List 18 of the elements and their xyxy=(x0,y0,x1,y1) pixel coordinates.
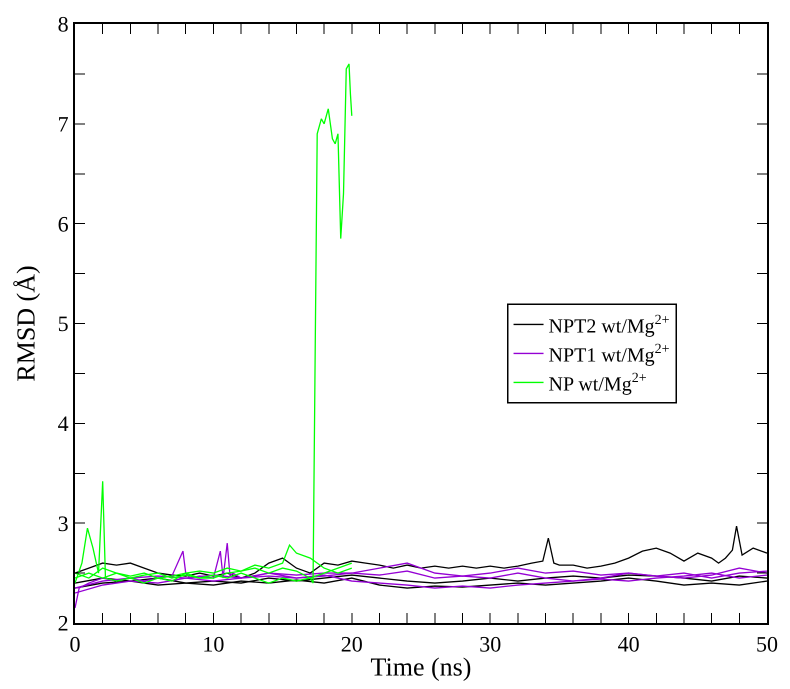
y-tick-label: 7 xyxy=(58,112,69,137)
x-tick-label: 40 xyxy=(618,631,640,656)
y-tick-label: 4 xyxy=(58,411,69,436)
legend-label: NPT2 wt/Mg$^{2+}$ xyxy=(548,312,670,338)
y-tick-label: 6 xyxy=(58,211,69,236)
y-tick-label: 2 xyxy=(58,610,69,636)
x-tick-label: 20 xyxy=(340,631,363,656)
y-tick-label: 5 xyxy=(58,311,69,336)
x-tick-label: 10 xyxy=(202,631,224,656)
x-tick-label: 50 xyxy=(756,631,778,656)
x-tick-label: 30 xyxy=(479,631,502,656)
y-axis-title: RMSD (Å) xyxy=(12,265,40,382)
y-tick-label: 3 xyxy=(58,510,69,536)
legend-label: NPT1 wt/Mg$^{2+}$ xyxy=(548,342,670,366)
y-tick-label: 8 xyxy=(58,12,69,37)
legend-label: NP wt/Mg$^{2+}$ xyxy=(548,370,647,396)
x-axis-title: Time (ns) xyxy=(370,652,472,682)
x-tick-label: 0 xyxy=(70,631,80,656)
